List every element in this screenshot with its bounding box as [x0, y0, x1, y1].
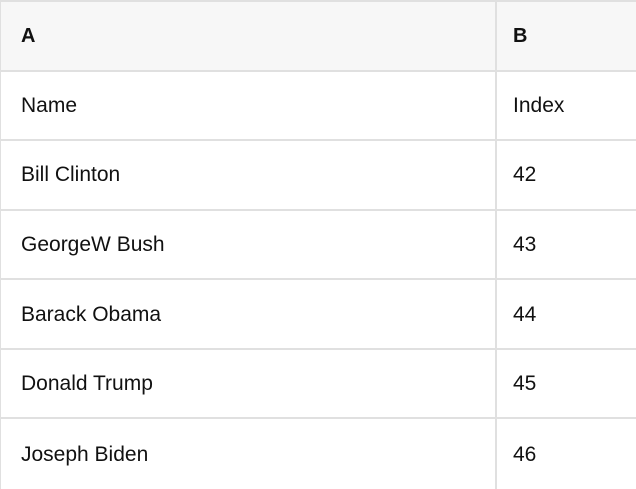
cell-a2[interactable]: Bill Clinton: [1, 141, 497, 211]
cell-a3[interactable]: GeorgeW Bush: [1, 210, 497, 281]
column-header-a[interactable]: A: [1, 2, 497, 72]
cell-b1[interactable]: Index: [497, 72, 636, 142]
cell-a4[interactable]: Barack Obama: [1, 280, 497, 350]
column-header-b[interactable]: B: [497, 2, 636, 72]
cell-b2[interactable]: 42: [497, 141, 636, 211]
cell-b5[interactable]: 45: [497, 350, 636, 420]
cell-a6[interactable]: Joseph Biden: [1, 419, 497, 489]
cell-a1[interactable]: Name: [1, 71, 497, 142]
cell-b4[interactable]: 44: [497, 280, 636, 350]
cell-a5[interactable]: Donald Trump: [1, 349, 497, 420]
cell-b3[interactable]: 43: [497, 211, 636, 281]
cell-b6[interactable]: 46: [513, 442, 537, 466]
